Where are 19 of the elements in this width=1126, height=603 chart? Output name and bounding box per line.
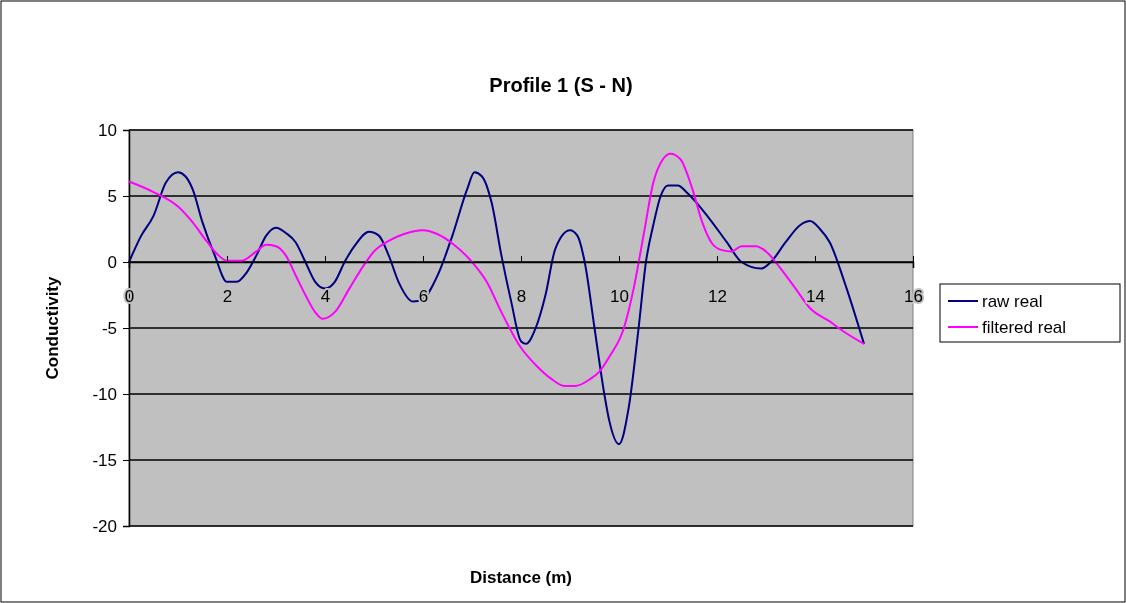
x-tick-label: 10 xyxy=(610,287,629,307)
y-tick-label: 5 xyxy=(107,186,117,206)
y-tick-label: -10 xyxy=(92,384,117,404)
x-tick-label: 8 xyxy=(516,287,527,307)
legend-label: filtered real xyxy=(982,318,1067,337)
x-axis-title: Distance (m) xyxy=(469,568,573,587)
x-tick-label: 2 xyxy=(222,287,233,307)
y-axis-title: Conductivity xyxy=(43,275,62,380)
chart-title: Profile 1 (S - N) xyxy=(489,74,633,96)
x-tick-label: 14 xyxy=(806,287,825,307)
y-tick-label: -15 xyxy=(92,450,117,470)
x-tick-label: 12 xyxy=(708,287,727,307)
y-tick-label: -20 xyxy=(92,516,117,536)
y-tick-label: 10 xyxy=(98,120,117,140)
legend-label: raw real xyxy=(982,292,1043,311)
y-tick-label: -5 xyxy=(101,318,117,338)
x-tick-label: 4 xyxy=(320,287,331,307)
y-tick-label: 0 xyxy=(107,252,117,272)
x-tick-label: 16 xyxy=(904,287,923,307)
